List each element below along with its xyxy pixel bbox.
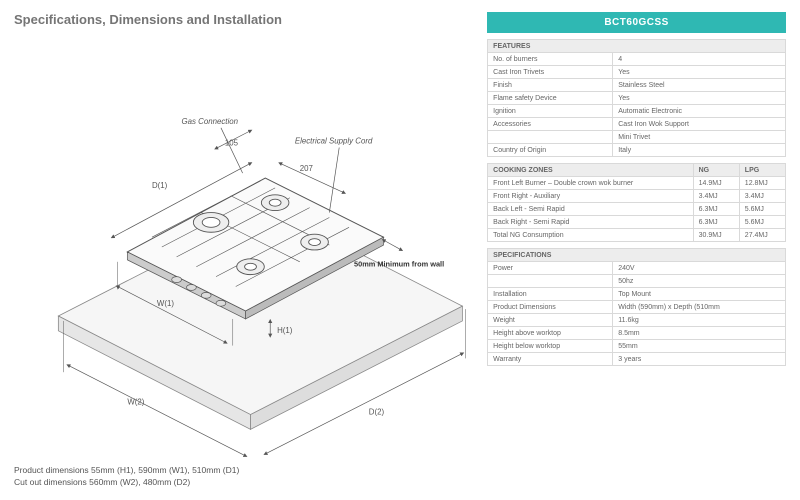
table-row: Warranty3 years — [488, 353, 786, 366]
gas-label: Gas Connection — [182, 117, 239, 126]
zones-ng: NG — [693, 164, 739, 177]
table-row: IgnitionAutomatic Electronic — [488, 105, 786, 118]
features-body: No. of burners4 Cast Iron TrivetsYes Fin… — [488, 53, 786, 157]
w1-label: W(1) — [157, 299, 174, 308]
model-header: BCT60GCSS — [487, 12, 786, 33]
gas-connection-callout: Gas Connection 105 — [182, 117, 251, 173]
gas-dim: 105 — [225, 139, 239, 148]
table-row: FinishStainless Steel — [488, 79, 786, 92]
table-row: AccessoriesCast Iron Wok Support — [488, 118, 786, 131]
zones-table: COOKING ZONES NG LPG Front Left Burner –… — [487, 163, 786, 242]
features-table: FEATURES No. of burners4 Cast Iron Trive… — [487, 39, 786, 157]
page-title: Specifications, Dimensions and Installat… — [14, 12, 477, 27]
table-row: Back Left - Semi Rapid6.3MJ5.6MJ — [488, 203, 786, 216]
zones-lpg: LPG — [739, 164, 785, 177]
table-row: Front Right - Auxiliary3.4MJ3.4MJ — [488, 190, 786, 203]
wall-note-text: 50mm Minimum from wall — [354, 260, 444, 269]
table-row: Power240V — [488, 262, 786, 275]
table-row: Height below worktop55mm — [488, 340, 786, 353]
specs-header: SPECIFICATIONS — [488, 249, 786, 262]
d2-label: D(2) — [369, 408, 385, 417]
elec-dim: 207 — [300, 164, 313, 173]
table-row: Country of OriginItaly — [488, 144, 786, 157]
footnote-line1: Product dimensions 55mm (H1), 590mm (W1)… — [14, 465, 477, 476]
footnote-line2: Cut out dimensions 560mm (W2), 480mm (D2… — [14, 477, 477, 488]
features-header: FEATURES — [488, 40, 786, 53]
table-row: No. of burners4 — [488, 53, 786, 66]
table-row: Weight11.6kg — [488, 314, 786, 327]
table-row: 50hz — [488, 275, 786, 288]
page: Specifications, Dimensions and Installat… — [0, 0, 800, 500]
h1-label: H(1) — [277, 326, 293, 335]
table-row: Total NG Consumption30.9MJ27.4MJ — [488, 229, 786, 242]
table-row: Cast Iron TrivetsYes — [488, 66, 786, 79]
footnote: Product dimensions 55mm (H1), 590mm (W1)… — [14, 465, 477, 488]
specs-table: SPECIFICATIONS Power240V 50hz Installati… — [487, 248, 786, 366]
d1-label: D(1) — [152, 181, 168, 190]
left-column: Specifications, Dimensions and Installat… — [14, 12, 477, 488]
right-column: BCT60GCSS FEATURES No. of burners4 Cast … — [477, 12, 786, 488]
table-row: Flame safety DeviceYes — [488, 92, 786, 105]
diagram-svg: Gas Connection 105 Electrical Supply Cor… — [14, 35, 477, 459]
w2-label: W(2) — [127, 398, 144, 407]
zones-header: COOKING ZONES — [488, 164, 693, 177]
table-row: Back Right - Semi Rapid6.3MJ5.6MJ — [488, 216, 786, 229]
table-row: Front Left Burner – Double crown wok bur… — [488, 177, 786, 190]
table-row: Mini Trivet — [488, 131, 786, 144]
installation-diagram: Gas Connection 105 Electrical Supply Cor… — [14, 35, 477, 459]
elec-label: Electrical Supply Cord — [295, 137, 373, 146]
table-row: InstallationTop Mount — [488, 288, 786, 301]
table-row: Height above worktop8.5mm — [488, 327, 786, 340]
table-row: Product DimensionsWidth (590mm) x Depth … — [488, 301, 786, 314]
